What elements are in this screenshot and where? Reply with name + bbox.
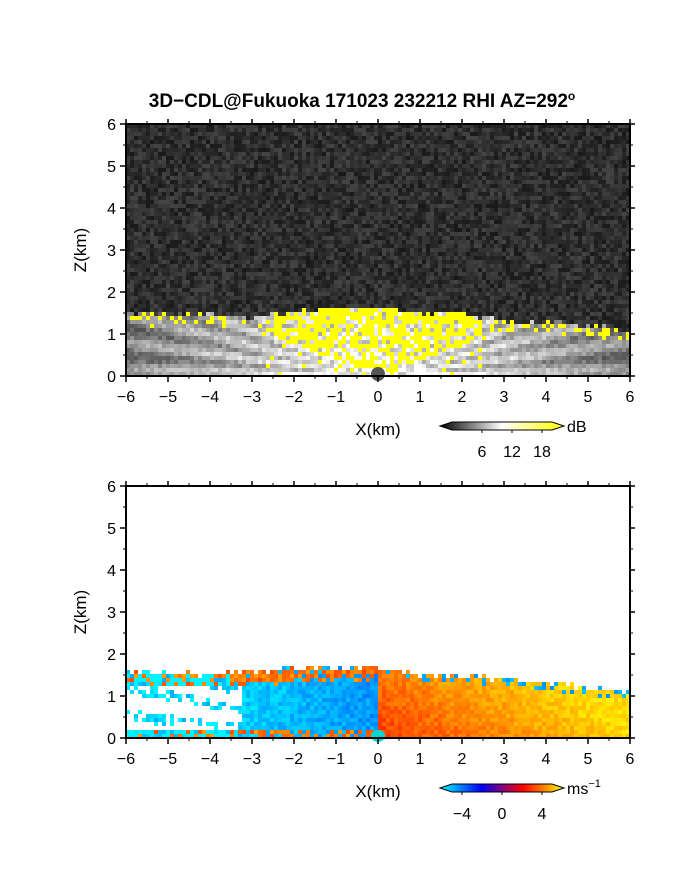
colorbar-bar	[438, 421, 566, 431]
x-tick-label: 4	[542, 389, 551, 406]
y-tick-label: 6	[107, 117, 116, 134]
x-tick-label: 2	[458, 751, 467, 768]
x-tick-label: 1	[416, 389, 425, 406]
y-axis-label: Z(km)	[71, 590, 90, 634]
x-tick-label: −5	[159, 389, 177, 406]
x-tick-label: −4	[201, 751, 219, 768]
x-tick-label: 0	[374, 751, 383, 768]
x-tick-label: 6	[626, 389, 635, 406]
x-tick-label: 2	[458, 389, 467, 406]
colorbar-unit-text: ms	[567, 781, 588, 798]
velocity-field	[126, 666, 630, 738]
y-tick-label: 1	[107, 689, 116, 706]
colorbar: −4 0 4 ms−1	[438, 778, 601, 823]
x-tick-label: −2	[285, 751, 303, 768]
y-tick-label: 4	[107, 201, 116, 218]
y-tick-label: 3	[107, 605, 116, 622]
colorbar-unit: dB	[567, 419, 587, 436]
x-tick-label: 5	[584, 751, 593, 768]
x-tick-label: −1	[327, 389, 345, 406]
colorbar-tick-label: 18	[533, 444, 551, 461]
y-tick-label: 6	[107, 479, 116, 496]
x-tick-label: 6	[626, 751, 635, 768]
y-tick-label: 2	[107, 647, 116, 664]
x-tick-label: 5	[584, 389, 593, 406]
y-tick-label: 0	[107, 731, 116, 748]
x-axis-label: X(km)	[355, 782, 400, 801]
x-tick-label: −3	[243, 389, 261, 406]
colorbar-tick-label: 6	[478, 444, 487, 461]
colorbar-unit: ms−1	[567, 778, 601, 798]
y-tick-label: 0	[107, 369, 116, 386]
y-tick-label: 3	[107, 243, 116, 260]
colorbar-tick-label: 0	[498, 806, 507, 823]
x-tick-label: −5	[159, 751, 177, 768]
x-tick-label: −3	[243, 751, 261, 768]
title-text: 3D−CDL@Fukuoka 171023 232212 RHI AZ=292	[149, 91, 568, 112]
x-tick-label: 4	[542, 751, 551, 768]
x-tick-label: 3	[500, 389, 509, 406]
colorbar-bar	[438, 783, 566, 793]
colorbar-tick-label: 12	[503, 444, 521, 461]
y-axis-label: Z(km)	[71, 228, 90, 272]
title-degree: o	[568, 89, 575, 103]
x-tick-label: −6	[117, 751, 135, 768]
x-tick-label: 1	[416, 751, 425, 768]
colorbar-tick-label: 4	[538, 806, 547, 823]
y-tick-label: 1	[107, 327, 116, 344]
radar-site-marker	[371, 367, 385, 381]
velocity-panel: −6 −5 −4 −3 −2 −1 0 1 2 3 4 5 6 0 1 2 3 4 5 6 X(km) Z(km) −4 0 4…	[71, 479, 635, 823]
colorbar: 6 12 18 dB	[438, 419, 587, 461]
y-tick-label: 4	[107, 563, 116, 580]
backscatter-field	[126, 124, 630, 376]
x-tick-label: −6	[117, 389, 135, 406]
colorbar-tick-label: −4	[453, 806, 471, 823]
colorbar-unit-exponent: −1	[588, 778, 601, 790]
y-tick-label: 5	[107, 521, 116, 538]
x-tick-label: −2	[285, 389, 303, 406]
chart-title: 3D−CDL@Fukuoka 171023 232212 RHI AZ=292o	[149, 89, 576, 112]
y-tick-label: 2	[107, 285, 116, 302]
x-tick-label: 0	[374, 389, 383, 406]
y-tick-label: 5	[107, 159, 116, 176]
x-tick-label: 3	[500, 751, 509, 768]
colorbar-unit-text: dB	[567, 419, 587, 436]
x-tick-label: −1	[327, 751, 345, 768]
x-tick-label: −4	[201, 389, 219, 406]
x-axis-label: X(km)	[355, 420, 400, 439]
